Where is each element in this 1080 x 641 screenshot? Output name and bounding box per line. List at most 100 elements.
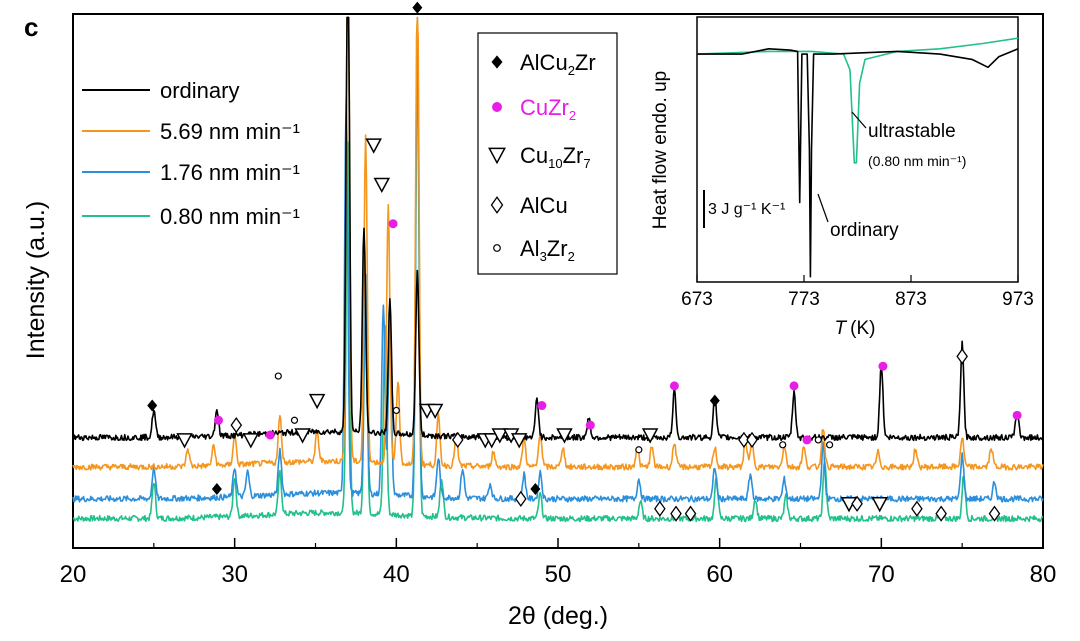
inset-x-label-unit: (K)	[850, 318, 875, 339]
phase-legend-label: Cu10Zr7	[520, 143, 591, 171]
open-down-triangle-marker	[641, 428, 659, 444]
arrow-ultrastable	[851, 111, 867, 129]
inset-x-tick-label: 873	[895, 289, 927, 310]
open-circle-marker	[814, 436, 822, 444]
phase-name-tail: Zr	[575, 50, 596, 75]
open-down-triangle-marker	[308, 393, 326, 410]
phase-legend-label: AlCu	[520, 193, 568, 218]
open-circle-marker	[392, 406, 400, 415]
phase-name-sub: 10	[548, 156, 562, 171]
phase-name-sub2: 7	[583, 156, 590, 171]
series-line-2	[72, 16, 1044, 503]
inset-series-line-0	[697, 48, 1019, 278]
filled-diamond-marker	[530, 483, 541, 496]
main-x-tick-label: 60	[706, 561, 733, 588]
panel-label: c	[24, 12, 38, 42]
annotation-ordinary: ordinary	[830, 220, 899, 241]
open-down-triangle-marker	[176, 433, 193, 449]
open-diamond-marker	[684, 505, 697, 522]
open-diamond-marker	[911, 500, 923, 517]
magenta-dot-marker	[265, 430, 275, 440]
annotation-ultrastable: ultrastable	[868, 121, 956, 142]
dsc-inset: 673 773 873 973 Heat flow endo. up T (K) 3 J…	[650, 16, 1034, 339]
main-y-axis-label: Intensity (a.u.)	[22, 201, 50, 359]
filled-diamond-marker	[491, 55, 503, 69]
main-x-tick-label: 20	[60, 561, 87, 588]
phase-name-tail: Zr	[563, 143, 584, 168]
magenta-dot-marker	[388, 219, 398, 229]
open-circle-marker	[290, 416, 299, 424]
filled-diamond-marker	[709, 394, 720, 407]
open-down-triangle-marker	[483, 433, 500, 449]
series-legend-label: 1.76 nm min⁻¹	[160, 160, 300, 185]
phase-legend-label: AlCu2Zr	[520, 50, 596, 78]
magenta-dot-marker	[802, 435, 812, 445]
open-down-triangle-marker	[488, 147, 506, 165]
phase-name-sub: 2	[569, 108, 576, 123]
inset-x-tick-label: 773	[788, 289, 820, 310]
phase-name-sub2: 2	[568, 249, 575, 264]
open-down-triangle-marker	[556, 428, 573, 444]
open-diamond-marker	[746, 431, 758, 449]
open-down-triangle-marker	[491, 428, 509, 444]
open-down-triangle-marker	[242, 433, 260, 449]
open-circle-marker	[635, 446, 643, 454]
inset-x-ticks: 673 773 873 973	[681, 275, 1034, 310]
phase-name-sub: 2	[568, 63, 575, 78]
main-x-ticks: 20 30 40 50 60 70 80	[60, 538, 1057, 588]
magenta-dot-marker	[585, 420, 595, 430]
filled-diamond-marker	[147, 399, 158, 412]
filled-diamond-marker	[412, 1, 423, 14]
main-x-tick-label: 80	[1030, 561, 1057, 588]
inset-x-label-variable: T	[835, 318, 848, 339]
open-diamond-marker	[988, 505, 1001, 522]
open-diamond-marker	[515, 490, 527, 507]
magenta-dot-marker	[492, 102, 502, 112]
arrow-ordinary	[817, 193, 829, 223]
open-circle-marker	[274, 372, 282, 380]
phase-legend-label: CuZr2	[520, 95, 576, 123]
magenta-dot-marker	[537, 401, 547, 411]
inset-series-group	[696, 37, 1019, 278]
main-x-tick-label: 70	[868, 561, 895, 588]
filled-diamond-marker	[211, 483, 222, 496]
open-circle-marker	[493, 244, 501, 252]
open-down-triangle-marker	[373, 177, 391, 194]
open-diamond-marker	[490, 196, 504, 214]
main-x-tick-label: 40	[383, 561, 410, 588]
inset-x-axis-label: T (K)	[835, 318, 876, 339]
main-x-axis-label: 2θ (deg.)	[508, 602, 608, 630]
open-circle-marker	[825, 441, 834, 449]
open-down-triangle-marker	[871, 497, 888, 513]
inset-x-tick-label: 973	[1002, 289, 1034, 310]
series-legend: ordinary 5.69 nm min⁻¹ 1.76 nm min⁻¹ 0.80 n…	[82, 78, 300, 229]
inset-series-line-1	[696, 37, 1019, 164]
series-legend-label: 5.69 nm min⁻¹	[160, 119, 300, 144]
annotation-ultrastable-rate: (0.80 nm min⁻¹)	[868, 153, 966, 169]
phase-legend-label: Al3Zr2	[520, 236, 575, 264]
open-circle-marker	[779, 441, 787, 449]
magenta-dot-marker	[1012, 410, 1022, 420]
inset-y-axis-label: Heat flow endo. up	[650, 71, 671, 229]
open-diamond-marker	[738, 431, 750, 449]
peak-markers-group	[147, 1, 1022, 522]
phase-name-base: Cu	[520, 143, 548, 168]
open-diamond-marker	[230, 417, 243, 434]
open-diamond-marker	[451, 431, 464, 449]
magenta-dot-marker	[214, 415, 223, 425]
open-diamond-marker	[654, 500, 666, 517]
open-diamond-marker	[851, 495, 863, 512]
open-diamond-marker	[670, 505, 682, 522]
magenta-dot-marker	[789, 381, 799, 391]
open-diamond-marker	[956, 348, 968, 365]
phase-name-tail: Zr	[547, 236, 568, 261]
main-x-tick-label: 30	[221, 561, 248, 588]
open-down-triangle-marker	[294, 428, 311, 444]
magenta-dot-marker	[669, 381, 679, 391]
open-down-triangle-marker	[510, 433, 528, 449]
scale-bar-label: 3 J g⁻¹ K⁻¹	[708, 201, 785, 218]
phase-name-base: AlCu	[520, 193, 568, 218]
series-line-3	[72, 60, 1044, 523]
